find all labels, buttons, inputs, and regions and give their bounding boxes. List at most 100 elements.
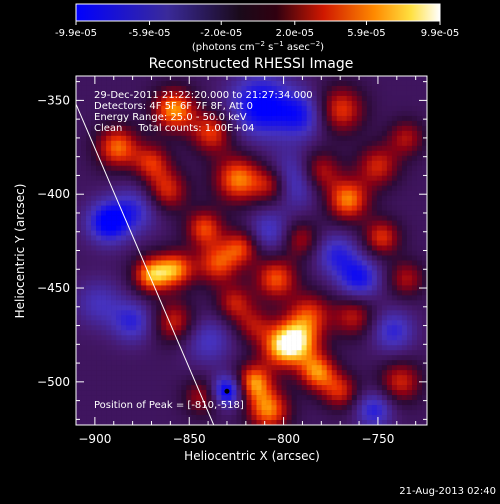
heatmap-cell bbox=[116, 236, 121, 241]
heatmap-cell bbox=[357, 211, 362, 216]
heatmap-cell bbox=[236, 390, 241, 395]
heatmap-cell bbox=[322, 325, 327, 330]
heatmap-cell bbox=[236, 136, 241, 141]
heatmap-cell bbox=[322, 260, 327, 265]
heatmap-cell bbox=[171, 260, 176, 265]
heatmap-cell bbox=[181, 146, 186, 151]
heatmap-cell bbox=[76, 335, 81, 340]
heatmap-cell bbox=[412, 141, 417, 146]
heatmap-cell bbox=[231, 255, 236, 260]
heatmap-cell bbox=[297, 121, 302, 126]
heatmap-cell bbox=[246, 216, 251, 221]
heatmap-cell bbox=[367, 310, 372, 315]
heatmap-cell bbox=[126, 255, 131, 260]
heatmap-cell bbox=[332, 161, 337, 166]
heatmap-cell bbox=[86, 76, 91, 81]
heatmap-cell bbox=[277, 295, 282, 300]
heatmap-cell bbox=[106, 136, 111, 141]
heatmap-cell bbox=[322, 201, 327, 206]
heatmap-cell bbox=[362, 201, 367, 206]
heatmap-cell bbox=[407, 395, 412, 400]
heatmap-cell bbox=[86, 300, 91, 305]
heatmap-cell bbox=[101, 375, 106, 380]
heatmap-cell bbox=[337, 131, 342, 136]
heatmap-cell bbox=[407, 131, 412, 136]
heatmap-cell bbox=[342, 131, 347, 136]
heatmap-cell bbox=[292, 395, 297, 400]
heatmap-cell bbox=[272, 260, 277, 265]
heatmap-cell bbox=[292, 131, 297, 136]
heatmap-cell bbox=[111, 241, 116, 246]
heatmap-cell bbox=[417, 345, 422, 350]
heatmap-cell bbox=[362, 126, 367, 131]
heatmap-cell bbox=[146, 340, 151, 345]
heatmap-cell bbox=[206, 151, 211, 156]
heatmap-cell bbox=[252, 116, 257, 121]
heatmap-cell bbox=[277, 81, 282, 86]
heatmap-cell bbox=[412, 201, 417, 206]
heatmap-cell bbox=[327, 201, 332, 206]
heatmap-cell bbox=[367, 290, 372, 295]
heatmap-cell bbox=[302, 171, 307, 176]
heatmap-cell bbox=[417, 350, 422, 355]
heatmap-cell bbox=[101, 206, 106, 211]
heatmap-cell bbox=[257, 315, 262, 320]
heatmap-cell bbox=[322, 101, 327, 106]
heatmap-cell bbox=[377, 405, 382, 410]
peak-marker bbox=[224, 389, 229, 394]
heatmap-cell bbox=[392, 325, 397, 330]
heatmap-cell bbox=[211, 370, 216, 375]
heatmap-cell bbox=[397, 275, 402, 280]
heatmap-cell bbox=[86, 345, 91, 350]
heatmap-cell bbox=[161, 221, 166, 226]
heatmap-cell bbox=[417, 101, 422, 106]
heatmap-cell bbox=[377, 251, 382, 256]
heatmap-cell bbox=[96, 181, 101, 186]
heatmap-cell bbox=[347, 106, 352, 111]
heatmap-cell bbox=[146, 206, 151, 211]
heatmap-cell bbox=[267, 260, 272, 265]
heatmap-cell bbox=[297, 350, 302, 355]
heatmap-cell bbox=[397, 101, 402, 106]
heatmap-cell bbox=[201, 255, 206, 260]
heatmap-cell bbox=[292, 116, 297, 121]
heatmap-cell bbox=[206, 176, 211, 181]
heatmap-cell bbox=[161, 151, 166, 156]
heatmap-cell bbox=[206, 196, 211, 201]
heatmap-cell bbox=[417, 156, 422, 161]
heatmap-cell bbox=[76, 86, 81, 91]
heatmap-cell bbox=[377, 176, 382, 181]
heatmap-cell bbox=[372, 265, 377, 270]
heatmap-cell bbox=[352, 121, 357, 126]
heatmap-cell bbox=[252, 181, 257, 186]
heatmap-cell bbox=[317, 196, 322, 201]
heatmap-cell bbox=[161, 350, 166, 355]
heatmap-cell bbox=[81, 136, 86, 141]
heatmap-cell bbox=[367, 370, 372, 375]
heatmap-cell bbox=[201, 226, 206, 231]
heatmap-cell bbox=[171, 270, 176, 275]
heatmap-cell bbox=[86, 216, 91, 221]
heatmap-cell bbox=[327, 241, 332, 246]
heatmap-cell bbox=[277, 181, 282, 186]
heatmap-cell bbox=[372, 226, 377, 231]
heatmap-cell bbox=[362, 146, 367, 151]
heatmap-cell bbox=[181, 141, 186, 146]
heatmap-cell bbox=[176, 270, 181, 275]
heatmap-cell bbox=[267, 206, 272, 211]
heatmap-cell bbox=[417, 325, 422, 330]
heatmap-cell bbox=[292, 380, 297, 385]
heatmap-cell bbox=[106, 360, 111, 365]
heatmap-cell bbox=[417, 211, 422, 216]
heatmap-cell bbox=[131, 171, 136, 176]
heatmap-cell bbox=[81, 405, 86, 410]
heatmap-cell bbox=[372, 355, 377, 360]
heatmap-cell bbox=[191, 151, 196, 156]
heatmap-cell bbox=[101, 226, 106, 231]
heatmap-cell bbox=[342, 81, 347, 86]
heatmap-cell bbox=[312, 136, 317, 141]
heatmap-cell bbox=[96, 305, 101, 310]
heatmap-cell bbox=[332, 305, 337, 310]
heatmap-cell bbox=[126, 275, 131, 280]
heatmap-cell bbox=[362, 216, 367, 221]
